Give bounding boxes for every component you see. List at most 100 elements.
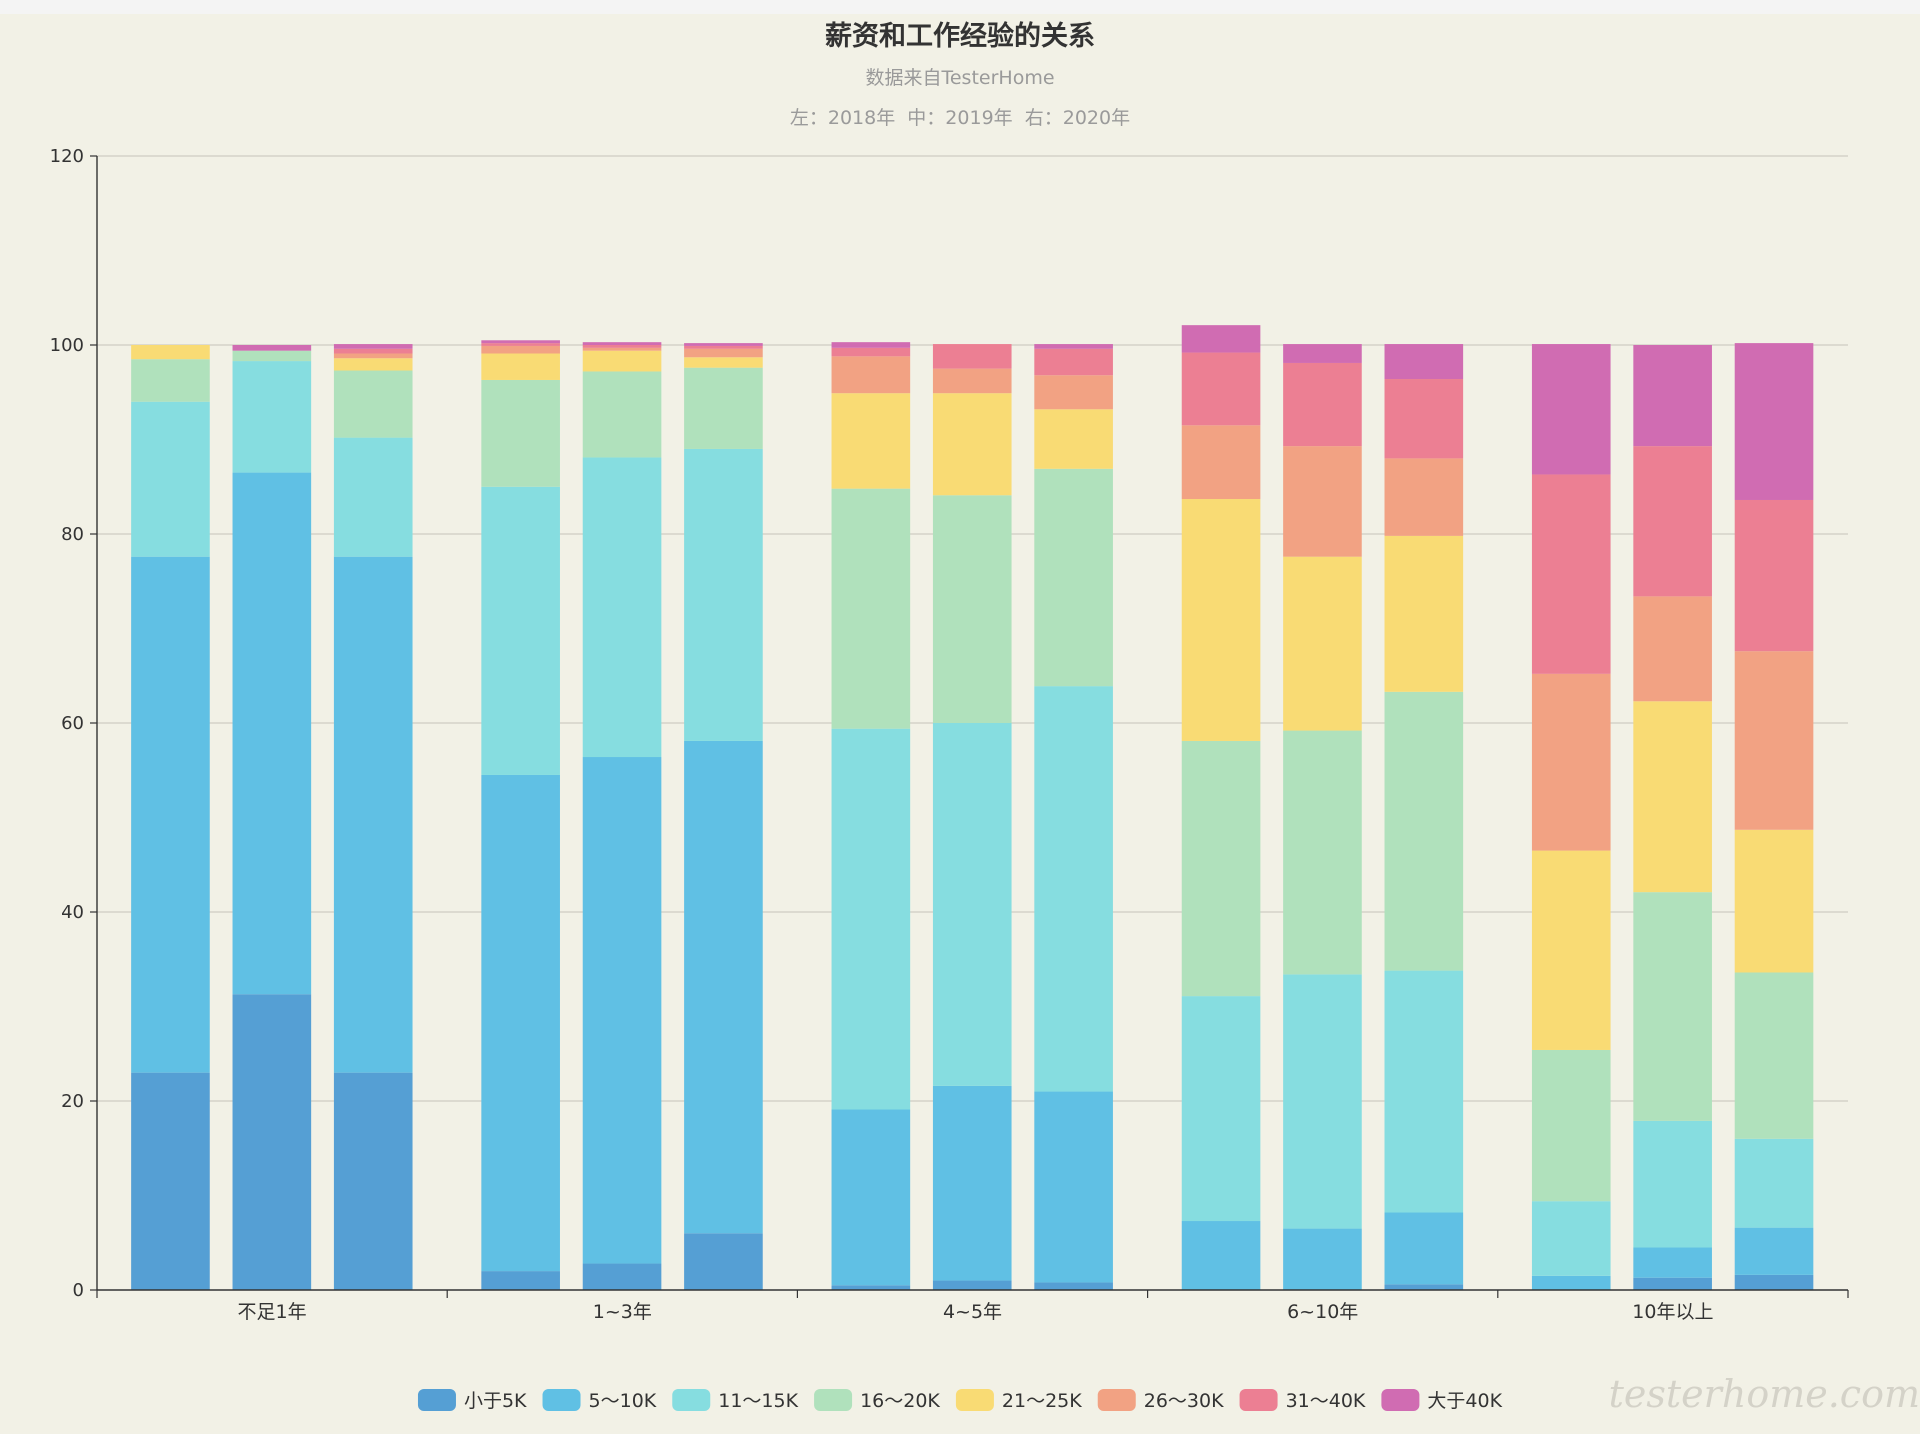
legend-swatch xyxy=(542,1389,581,1411)
bar-segment xyxy=(1181,352,1261,426)
bar-segment xyxy=(131,359,210,402)
bar-segment xyxy=(1734,972,1814,1139)
bar-segment xyxy=(1283,344,1362,363)
legend-label: 大于40K xyxy=(1427,1390,1502,1412)
legend-item[interactable]: 小于5K xyxy=(417,1389,527,1412)
bar-segment xyxy=(333,344,413,349)
bar-segment xyxy=(1384,344,1464,380)
legend-item[interactable]: 大于40K xyxy=(1381,1389,1503,1412)
bar-segment xyxy=(1633,345,1712,447)
bar-segment xyxy=(1531,1275,1611,1290)
watermark: testerhome.com xyxy=(1609,1372,1920,1416)
bar-segment xyxy=(582,347,662,351)
bar-segment xyxy=(684,448,763,741)
legend-swatch xyxy=(417,1389,456,1411)
bar-segment xyxy=(932,495,1012,723)
bar-segment xyxy=(684,1233,763,1290)
bar-segment xyxy=(582,371,662,458)
x-tick-label: 不足1年 xyxy=(238,1301,307,1323)
bar-segment xyxy=(1384,1284,1464,1290)
bar-segment xyxy=(582,757,662,1264)
y-tick-label: 100 xyxy=(50,335,84,356)
legend-swatch xyxy=(1239,1389,1278,1411)
bar-segment xyxy=(1734,499,1814,652)
bar-segment xyxy=(932,723,1012,1086)
bar-segment xyxy=(1034,1091,1113,1283)
bar-segment xyxy=(1034,348,1113,376)
legend-label: 11～15K xyxy=(718,1390,798,1412)
bar-segment xyxy=(1734,343,1814,500)
bar-segment xyxy=(932,368,1012,394)
bar-segment xyxy=(1734,651,1814,830)
bar-segment xyxy=(481,353,560,380)
y-tick-label: 0 xyxy=(73,1280,84,1301)
bar-segment xyxy=(1181,325,1261,353)
bar-segment xyxy=(831,728,911,1110)
bar-segment xyxy=(1633,701,1712,893)
bar-segment xyxy=(1633,1277,1712,1290)
bar-segment xyxy=(232,350,312,362)
y-tick-label: 20 xyxy=(61,1091,84,1112)
bar-segment xyxy=(481,340,560,344)
x-tick-label: 10年以上 xyxy=(1632,1301,1713,1323)
y-tick-label: 80 xyxy=(61,524,84,545)
bar-segment xyxy=(1034,409,1113,469)
axes: 0 20 40 60 80 100 120 不足1年 1~3年 4~5年 6~10年 10年以上 xyxy=(50,146,1849,1323)
y-tick-label: 40 xyxy=(61,902,84,923)
bars xyxy=(131,325,1814,1290)
bar-segment xyxy=(1531,850,1611,1050)
bar-segment xyxy=(1283,362,1362,447)
bar-segment xyxy=(1384,1212,1464,1285)
bar-segment xyxy=(481,343,560,346)
legend-label: 5～10K xyxy=(589,1390,657,1412)
bar-segment xyxy=(684,740,763,1234)
x-tick-label: 6~10年 xyxy=(1287,1301,1358,1323)
bar-segment xyxy=(1531,673,1611,851)
bar-segment xyxy=(333,437,413,557)
legend-item[interactable]: 11～15K xyxy=(672,1389,799,1412)
bar-segment xyxy=(684,357,763,368)
bar-segment xyxy=(831,356,911,394)
bar-segment xyxy=(481,774,560,1272)
bar-segment xyxy=(684,343,763,346)
bar-segment xyxy=(831,488,911,729)
bar-segment xyxy=(1384,691,1464,971)
bar-segment xyxy=(1531,1049,1611,1202)
bar-segment xyxy=(333,556,413,1073)
bar-segment xyxy=(582,457,662,758)
legend-swatch xyxy=(1097,1389,1136,1411)
bar-segment xyxy=(1034,344,1113,349)
bar-segment xyxy=(932,1085,1012,1281)
bar-segment xyxy=(1181,740,1261,997)
bar-segment xyxy=(1734,1274,1814,1290)
legend-label: 小于5K xyxy=(464,1390,527,1412)
bar-segment xyxy=(1384,458,1464,536)
bar-segment xyxy=(582,345,662,348)
legend-label: 21～25K xyxy=(1002,1390,1082,1412)
legend-label: 26～30K xyxy=(1144,1390,1224,1412)
legend-item[interactable]: 31～40K xyxy=(1239,1389,1366,1412)
bar-segment xyxy=(1283,730,1362,975)
legend-label: 16～20K xyxy=(860,1390,940,1412)
legend-item[interactable]: 5～10K xyxy=(542,1389,657,1412)
bar-segment xyxy=(1531,344,1611,475)
chart-subtitle: 数据来自TesterHome xyxy=(865,67,1054,89)
legend-item[interactable]: 21～25K xyxy=(955,1389,1082,1412)
bar-segment xyxy=(1633,446,1712,597)
bar-segment xyxy=(1384,535,1464,692)
legend-item[interactable]: 26～30K xyxy=(1097,1389,1224,1412)
bar-segment xyxy=(131,401,210,557)
bar-segment xyxy=(333,370,413,438)
bar-segment xyxy=(333,1072,413,1290)
bar-segment xyxy=(1384,970,1464,1213)
bar-segment xyxy=(684,348,763,358)
bar-segment xyxy=(232,472,312,995)
bar-segment xyxy=(932,1280,1012,1290)
bar-segment xyxy=(481,486,560,775)
legend-swatch xyxy=(814,1389,853,1411)
bar-segment xyxy=(1384,379,1464,459)
bar-segment xyxy=(1734,1227,1814,1275)
legend-item[interactable]: 16～20K xyxy=(814,1389,940,1412)
bar-segment xyxy=(1181,1221,1261,1290)
